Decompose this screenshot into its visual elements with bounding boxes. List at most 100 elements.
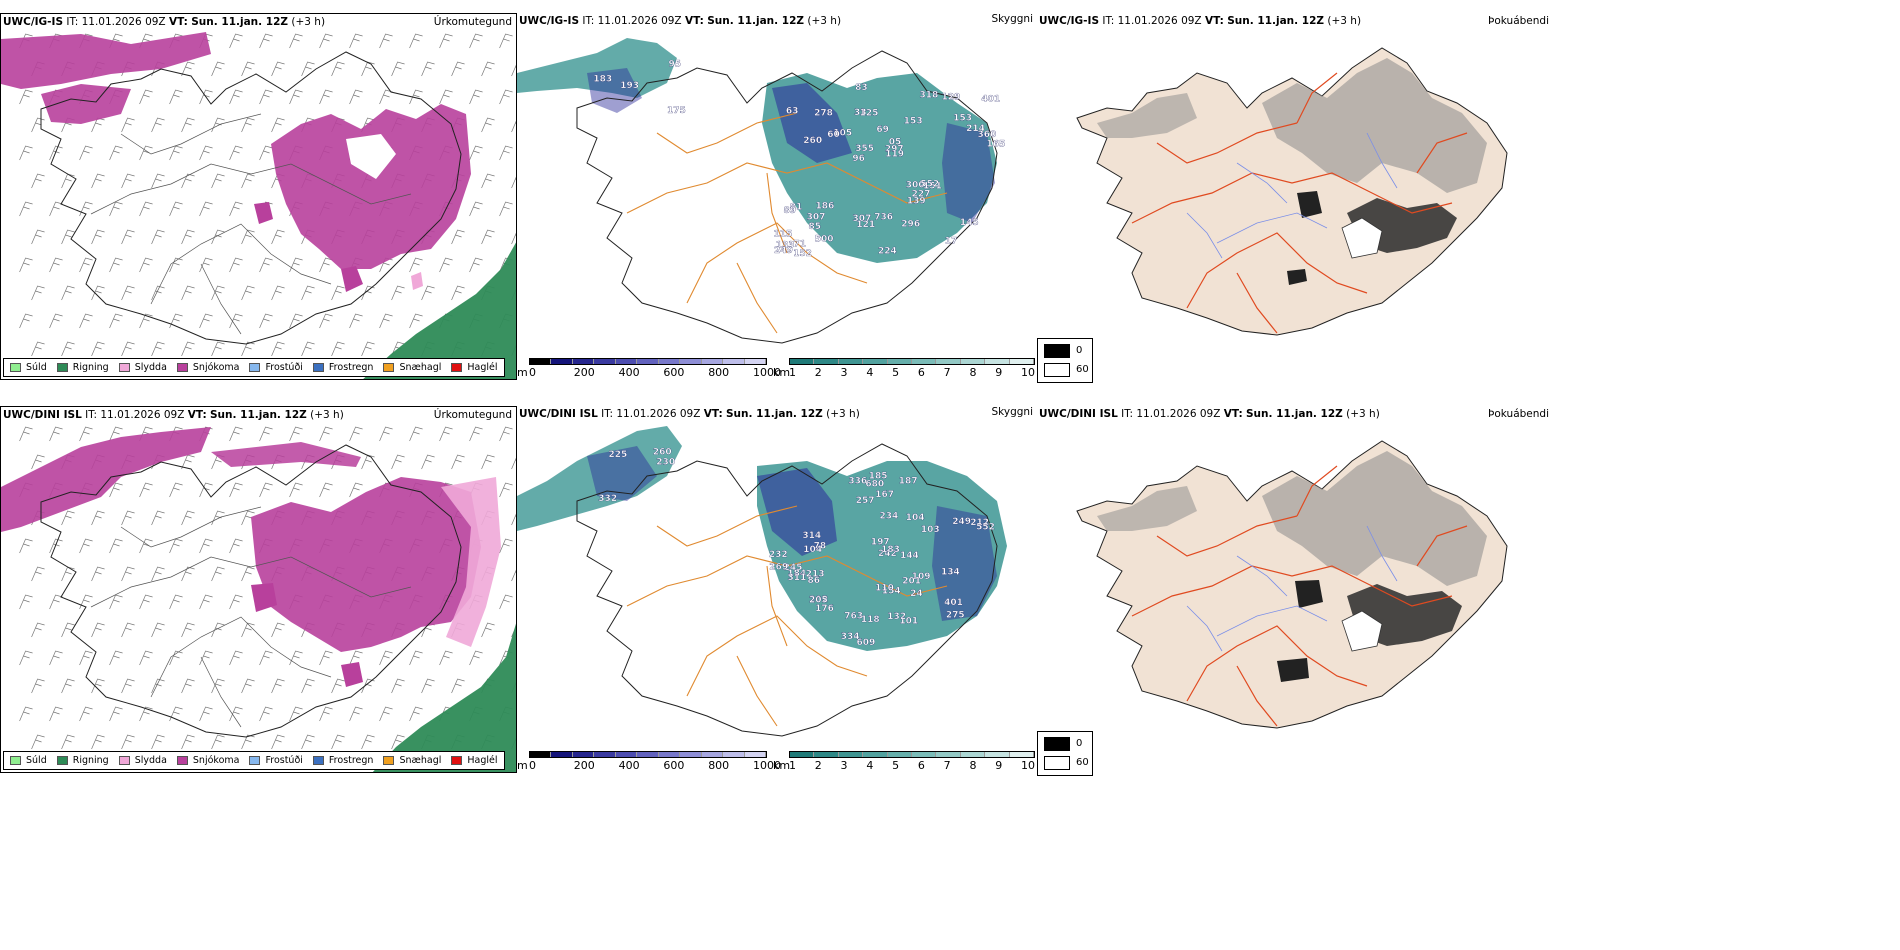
cloudbase-field	[757, 468, 837, 556]
wind-barb	[181, 285, 195, 301]
wind-barb	[229, 313, 243, 329]
cloudbase-label: 63	[786, 106, 799, 116]
wind-barb	[319, 89, 333, 105]
wind-barb	[61, 734, 75, 750]
coastline	[40, 51, 462, 345]
wind-barb	[319, 706, 333, 722]
wind-barb	[121, 678, 135, 694]
wind-barb	[259, 313, 273, 329]
wind-barb	[169, 201, 183, 217]
wind-barb	[289, 89, 303, 105]
rain-area	[372, 623, 516, 772]
wind-barb	[319, 482, 333, 498]
colorbar-tick-label: 600	[663, 759, 685, 772]
cloudbase-label: 176	[815, 604, 834, 614]
wind-barb	[481, 61, 495, 77]
fog-panel-type-label: Þokuábendi	[1488, 408, 1549, 420]
legend-swatch	[312, 363, 324, 372]
precip-type-panel-row1: UWC/IG-IS IT: 11.01.2026 09Z VT: Sun. 11…	[0, 13, 517, 380]
wind-barb	[79, 538, 93, 554]
cloudbase-label: 175	[667, 106, 686, 116]
cloudbase-label: 154	[882, 587, 901, 597]
cloudbase-label: 307	[807, 213, 826, 223]
wind-barb	[409, 89, 423, 105]
cloudbase-label: 214	[966, 124, 985, 134]
legend-label: Frostregn	[328, 362, 374, 373]
colorbar-cell	[530, 752, 552, 757]
fog-roads	[1131, 465, 1468, 727]
visibility-colorbar: km 1 2 3 4 5 6 7 8 9 10	[773, 751, 1035, 772]
fog-dark-blob2	[1277, 658, 1309, 682]
snow-band	[211, 442, 361, 467]
cloudbase-label: 297	[885, 144, 904, 154]
wind-barb	[241, 678, 255, 694]
legend-swatch	[10, 363, 21, 372]
wind-barb	[19, 426, 33, 442]
cloudbase-field-e	[932, 506, 997, 621]
fog-grey-n	[1262, 451, 1487, 586]
wind-barb	[511, 457, 516, 470]
wind-barb	[211, 173, 225, 189]
fog-white-glacier	[1341, 610, 1383, 652]
wind-barb	[349, 706, 363, 722]
wind-barb	[469, 89, 483, 105]
wind-barb	[379, 706, 393, 722]
precip-panel-title: UWC/DINI ISL IT: 11.01.2026 09Z VT: Sun.…	[3, 409, 344, 421]
cloudbase-label: 278	[814, 109, 833, 119]
fog-dark-blob	[1297, 191, 1322, 218]
fog-panel-row2: UWC/DINI ISL IT: 11.01.2026 09Z VT: Sun.…	[1037, 406, 1553, 731]
wind-barb	[49, 594, 63, 610]
wind-barb	[151, 117, 165, 133]
legend-label: Súld	[26, 755, 47, 766]
colorbar-cell	[936, 359, 961, 364]
height-colorbar: m 0 200 400 600 800 1000	[517, 751, 781, 772]
wind-barb	[241, 173, 255, 189]
roads	[90, 506, 412, 728]
legend-item-súld: Súld	[10, 755, 47, 766]
wind-barb	[301, 734, 315, 750]
wind-barb	[199, 650, 213, 666]
wind-barb	[139, 650, 153, 666]
cloudbase-label: 85	[809, 222, 822, 232]
cloudbase-label: 552	[976, 522, 995, 532]
wind-barb	[199, 594, 213, 610]
snow-area-hole	[346, 134, 396, 179]
wind-barb	[211, 510, 225, 526]
colorbar-cell	[701, 359, 724, 364]
cloudbase-label: 336	[848, 476, 867, 486]
wind-barb	[451, 229, 465, 245]
wind-barb	[481, 229, 495, 245]
cloudbase-label: 115	[774, 229, 793, 239]
wind-barb	[331, 285, 345, 301]
wind-barb	[169, 594, 183, 610]
visibility-colorbar: km 1 2 3 4 5 6 7 8 9 10	[773, 358, 1035, 379]
cloudbase-label: 314	[802, 531, 821, 541]
cloudbase-label: 110	[875, 584, 894, 594]
wind-barb	[151, 229, 165, 245]
wind-barb	[61, 341, 75, 357]
wind-barb	[91, 229, 105, 245]
wind-barb	[499, 426, 513, 442]
wind-barb	[151, 173, 165, 189]
cloudbase-label: 86	[808, 576, 821, 586]
wind-barb	[91, 510, 105, 526]
wind-barb	[31, 229, 45, 245]
wind-barb	[421, 61, 435, 77]
cloudbase-label: 101	[899, 616, 918, 626]
colorbar-cell	[637, 752, 659, 757]
wind-barb	[121, 510, 135, 526]
cloudbase-label: 311	[788, 573, 807, 583]
colorbar-cell	[701, 752, 724, 757]
wind-barb	[169, 257, 183, 273]
wind-barb	[121, 117, 135, 133]
wind-barb	[349, 313, 363, 329]
legend-label: Snjókoma	[192, 755, 240, 766]
legend-label: Rigning	[72, 362, 109, 373]
cloudbase-label: 133	[776, 241, 795, 251]
cloudbase-label: 145	[960, 218, 979, 228]
wind-barb	[49, 145, 63, 161]
wind-barb	[499, 145, 513, 161]
colorbar-cell	[790, 752, 815, 757]
wind-barb	[91, 285, 105, 301]
legend-item-snjókoma: Snjókoma	[176, 362, 239, 373]
